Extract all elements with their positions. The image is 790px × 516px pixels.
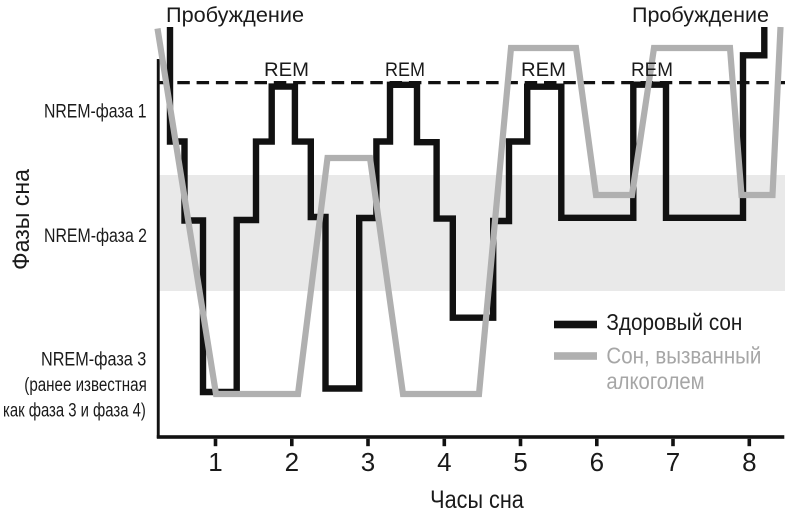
- svg-text:(ранее известная: (ранее известная: [24, 375, 147, 396]
- svg-text:REM: REM: [631, 59, 673, 81]
- svg-text:3: 3: [361, 447, 375, 477]
- svg-text:Здоровый сон: Здоровый сон: [606, 309, 742, 335]
- svg-text:6: 6: [590, 447, 604, 477]
- svg-text:NREM-фаза 2: NREM-фаза 2: [44, 226, 147, 247]
- svg-text:REM: REM: [385, 59, 425, 81]
- svg-text:как фаза 3 и фаза 4): как фаза 3 и фаза 4): [3, 400, 146, 421]
- svg-text:Фазы сна: Фазы сна: [8, 168, 35, 270]
- svg-text:NREM-фаза 3: NREM-фаза 3: [41, 349, 146, 370]
- svg-text:1: 1: [208, 447, 222, 477]
- svg-text:7: 7: [666, 447, 680, 477]
- svg-text:REM: REM: [521, 59, 566, 81]
- svg-text:Часы сна: Часы сна: [430, 487, 524, 514]
- svg-text:4: 4: [437, 447, 451, 477]
- svg-text:алкоголем: алкоголем: [606, 368, 704, 394]
- svg-text:Пробуждение: Пробуждение: [166, 4, 304, 27]
- svg-text:5: 5: [513, 447, 527, 477]
- svg-text:REM: REM: [264, 59, 309, 81]
- svg-text:8: 8: [742, 447, 756, 477]
- svg-text:2: 2: [285, 447, 299, 477]
- svg-text:Сон, вызванный: Сон, вызванный: [606, 343, 761, 369]
- svg-text:NREM-фаза 1: NREM-фаза 1: [44, 102, 147, 123]
- svg-text:Пробуждение: Пробуждение: [632, 4, 769, 27]
